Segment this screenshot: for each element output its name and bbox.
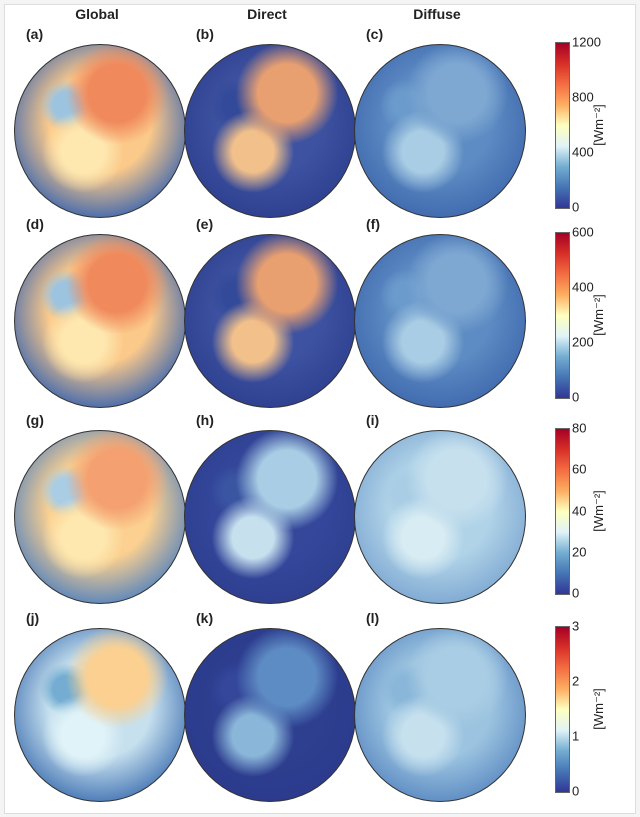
- column-header-direct: Direct: [247, 6, 287, 22]
- globe-map-uvb-direct: [184, 628, 356, 802]
- globe-map-uvb-diffuse: [354, 628, 526, 802]
- globe-map-par-direct: [184, 234, 356, 408]
- colorbar-unit-label: [Wm⁻²]: [590, 103, 606, 146]
- panel-label: (f): [366, 216, 380, 232]
- colorbar-par: [555, 232, 570, 399]
- colorbar-tick: 400: [572, 144, 594, 160]
- panel-label: (j): [26, 610, 40, 626]
- panel-label: (k): [196, 610, 214, 626]
- colorbar-tick: 1200: [572, 34, 601, 50]
- globe-map-swr-diffuse: [354, 44, 526, 218]
- colorbar-uvb: [555, 626, 570, 793]
- colorbar-tick: 40: [572, 503, 587, 518]
- colorbar-tick: 0: [572, 389, 580, 405]
- globe-map-uva-global: [14, 430, 186, 604]
- globe-map-uva-diffuse: [354, 430, 526, 604]
- colorbar-unit-label: [Wm⁻²]: [590, 293, 606, 336]
- panel-label: (h): [196, 412, 214, 428]
- colorbar-tick: 80: [572, 420, 587, 436]
- panel-label: (a): [26, 26, 44, 42]
- colorbar-tick: 2: [572, 673, 580, 689]
- panel-label: (i): [366, 412, 380, 428]
- globe-map-uva-direct: [184, 430, 356, 604]
- panel-label: (d): [26, 216, 44, 232]
- colorbar-tick: 1: [572, 728, 580, 744]
- colorbar-tick: 600: [572, 224, 594, 240]
- panel-label: (c): [366, 26, 384, 42]
- globe-map-uvb-global: [14, 628, 186, 802]
- panel-label: (b): [196, 26, 214, 42]
- colorbar-tick: 200: [572, 334, 594, 350]
- colorbar-unit-label: [Wm⁻²]: [590, 489, 606, 532]
- colorbar-tick: 3: [572, 618, 580, 634]
- colorbar-tick: 0: [572, 199, 580, 215]
- colorbar-tick: 20: [572, 544, 587, 560]
- colorbar-tick: 0: [572, 585, 580, 601]
- colorbar-tick: 60: [572, 461, 587, 477]
- panel-label: (l): [366, 610, 380, 626]
- colorbar-uva: [555, 428, 570, 595]
- globe-map-swr-direct: [184, 44, 356, 218]
- column-header-global: Global: [75, 6, 119, 22]
- panel-label: (g): [26, 412, 44, 428]
- colorbar-tick: 800: [572, 89, 594, 105]
- globe-map-par-diffuse: [354, 234, 526, 408]
- panel-label: (e): [196, 216, 214, 232]
- colorbar-swr: [555, 42, 570, 209]
- globe-map-swr-global: [14, 44, 186, 218]
- colorbar-tick: 400: [572, 279, 594, 295]
- column-header-diffuse: Diffuse: [413, 6, 461, 22]
- globe-map-par-global: [14, 234, 186, 408]
- colorbar-unit-label: [Wm⁻²]: [590, 687, 606, 730]
- colorbar-tick: 0: [572, 783, 580, 799]
